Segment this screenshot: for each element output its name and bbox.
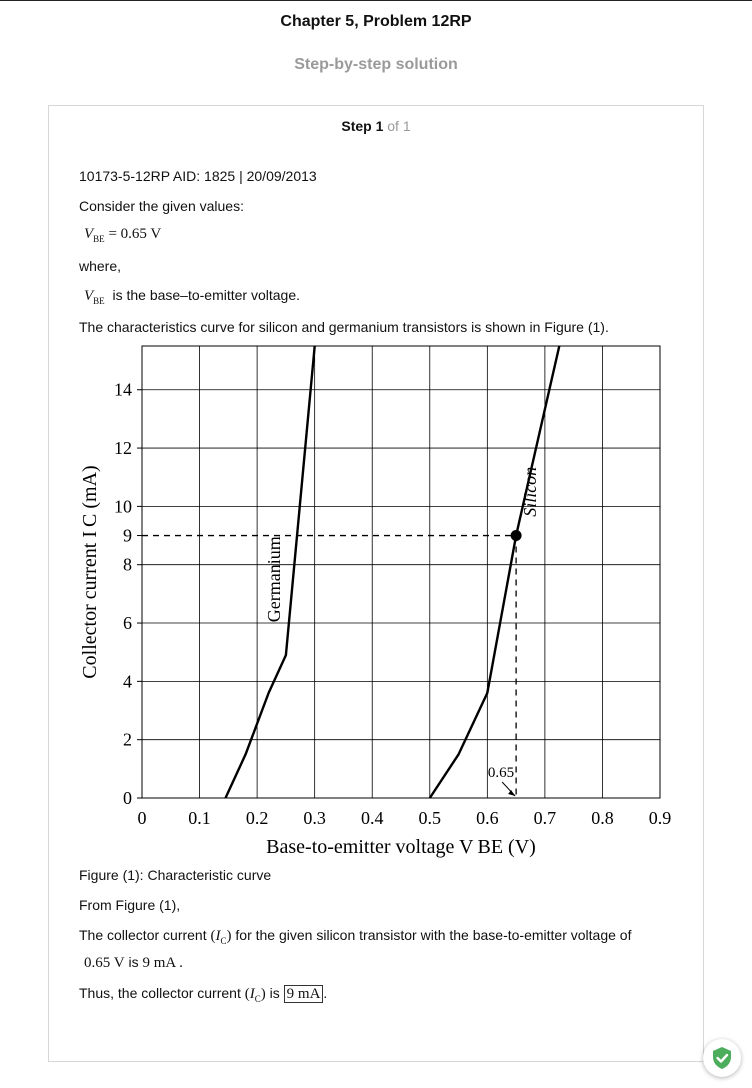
where-line: where, xyxy=(79,258,122,274)
collector-value-line: 0.65 V is 9 mA . xyxy=(84,954,183,972)
x-tick-label: 0.1 xyxy=(188,808,211,828)
vbe-sub: BE xyxy=(93,234,105,244)
collector-current: 9 mA . xyxy=(142,955,183,971)
collector-line: The collector current (IC) for the given… xyxy=(79,927,632,946)
shield-check-icon xyxy=(713,1047,731,1069)
x-tick-label: 0.3 xyxy=(303,808,326,828)
collector-voltage: 0.65 V xyxy=(84,955,125,971)
thus-end: . xyxy=(323,985,328,1001)
step-of: of 1 xyxy=(387,118,411,134)
y-tick-label: 0 xyxy=(123,788,132,808)
collector-text-b: for the given silicon transistor with th… xyxy=(235,927,632,943)
y-tick-label: 10 xyxy=(114,496,132,516)
x-tick-label: 0.5 xyxy=(419,808,442,828)
x-tick-label: 0.8 xyxy=(591,808,614,828)
page-subtitle: Step-by-step solution xyxy=(294,56,458,73)
x-tick-label: 0 xyxy=(138,808,147,828)
vbe-value: = 0.65 V xyxy=(108,226,162,242)
thus-text: Thus, the collector current xyxy=(79,985,241,1001)
thus-ic-sub: C xyxy=(254,994,261,1004)
annotation-arrow-head xyxy=(508,790,516,796)
vbe-desc: is the base–to-emitter voltage. xyxy=(112,287,301,303)
y-tick-label: 9 xyxy=(123,526,132,546)
y-tick-label: 12 xyxy=(114,438,132,458)
x-tick-label: 0.9 xyxy=(649,808,672,828)
series-line-silicon xyxy=(428,345,561,799)
figure-caption: Figure (1): Characteristic curve xyxy=(79,867,272,883)
final-answer: 9 mA xyxy=(283,985,324,1003)
thus-ic-symbol: I xyxy=(249,986,255,1002)
y-tick-label: 2 xyxy=(123,730,132,750)
ic-symbol: I xyxy=(215,928,221,944)
x-tick-label: 0.7 xyxy=(534,808,557,828)
solution-card xyxy=(48,105,704,1062)
vbe-def-symbol: V xyxy=(84,288,94,304)
operating-point-marker xyxy=(510,530,522,542)
plot-frame xyxy=(141,345,661,799)
y-tick-label: 14 xyxy=(114,380,132,400)
curve-intro: The characteristics curve for silicon an… xyxy=(79,319,609,335)
x-tick-label: 0.6 xyxy=(476,808,499,828)
series-label-germanium: Germanium xyxy=(264,536,284,622)
y-tick-label: 6 xyxy=(123,613,132,633)
from-figure: From Figure (1), xyxy=(79,897,181,913)
y-tick-label: 8 xyxy=(123,555,132,575)
consider-line: Consider the given values: xyxy=(79,198,244,214)
vbe-definition: VBE is the base–to-emitter voltage. xyxy=(84,287,300,306)
collector-text-a: The collector current xyxy=(79,927,207,943)
y-axis-label: Collector current I C (mA) xyxy=(79,465,101,678)
step-indicator: Step 1 of 1 xyxy=(0,118,752,134)
security-badge[interactable] xyxy=(703,1039,741,1077)
thus-is: is xyxy=(269,985,280,1001)
step-label: Step 1 xyxy=(341,118,384,134)
collector-is: is xyxy=(128,954,139,970)
page-title: Chapter 5, Problem 12RP xyxy=(280,13,472,30)
y-tick-label: 4 xyxy=(123,671,132,691)
x-tick-label: 0.4 xyxy=(361,808,384,828)
series-label-silicon: Silicon xyxy=(520,467,540,517)
meta-line: 10173-5-12RP AID: 1825 | 20/09/2013 xyxy=(79,168,317,184)
characteristic-curve-chart: 0 0.1 0.2 0.3 0.4 0.5 0.6 0.7 0.8 0.9 0 2 4 6 8 9 10 12 14… xyxy=(79,345,672,858)
series-line-germanium xyxy=(224,345,316,799)
x-axis-label: Base-to-emitter voltage V BE (V) xyxy=(266,836,536,858)
vbe-def-sub: BE xyxy=(93,296,105,306)
top-border xyxy=(0,0,752,1)
conclusion-line: Thus, the collector current (IC) is 9 mA… xyxy=(79,985,328,1004)
annotation-label: 0.65 xyxy=(488,765,514,781)
x-tick-label: 0.2 xyxy=(246,808,269,828)
vbe-equation: VBE = 0.65 V xyxy=(84,226,161,244)
vbe-symbol: V xyxy=(84,226,94,242)
ic-sub: C xyxy=(220,936,227,946)
